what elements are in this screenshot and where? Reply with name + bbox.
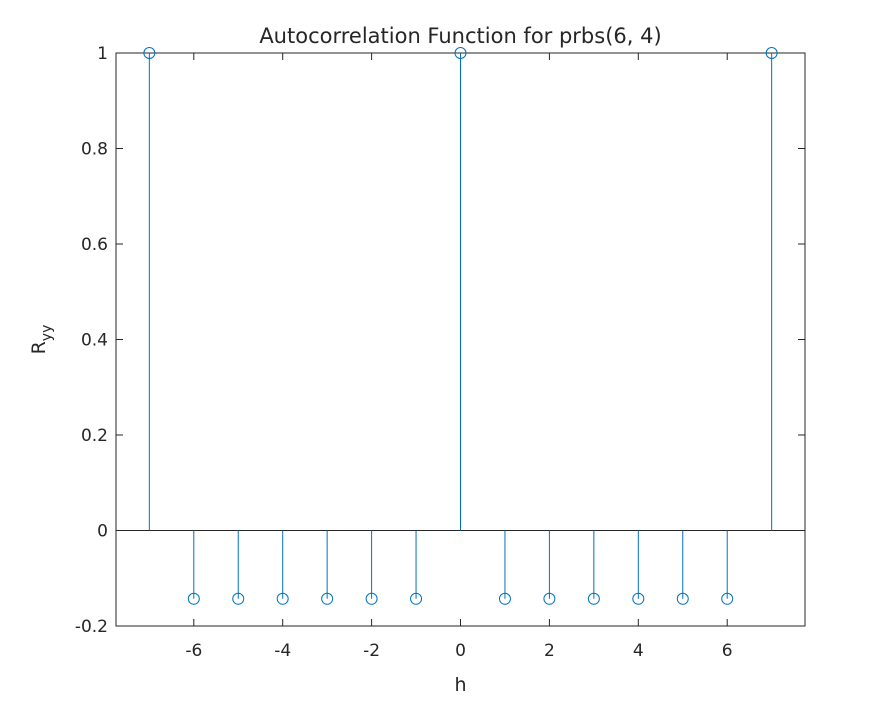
x-tick-label: 6 (722, 641, 733, 661)
y-tick-label: 0.8 (81, 140, 108, 160)
chart-title: Autocorrelation Function for prbs(6, 4) (259, 24, 661, 48)
stem-marker (143, 47, 156, 59)
stem-marker (765, 47, 778, 59)
stem-marker (232, 592, 245, 605)
stem-marker (410, 592, 423, 605)
y-axis: -0.2 0 0.2 0.4 0.6 0.8 1 (75, 44, 805, 637)
x-tick-label: 2 (544, 641, 555, 661)
x-tick-label: -6 (185, 641, 202, 661)
stem-marker (365, 592, 378, 605)
stem-marker (498, 592, 511, 605)
stem-marker (676, 592, 689, 605)
x-tick-label: -2 (363, 641, 380, 661)
stem-series (143, 47, 778, 605)
y-axis-label-subscript: yy (39, 325, 55, 342)
stem-marker (632, 592, 645, 605)
x-tick-label: 0 (455, 641, 466, 661)
y-tick-label: 0 (97, 522, 108, 542)
x-axis: -6 -4 -2 0 2 4 6 (185, 53, 733, 661)
stem-marker (321, 592, 334, 605)
y-axis-label: Ryy (28, 325, 55, 355)
stem-marker (454, 47, 467, 59)
x-tick-label: -4 (274, 641, 291, 661)
y-tick-label: 0.4 (81, 331, 108, 351)
stem-marker (187, 592, 200, 605)
stem-marker (587, 592, 600, 605)
y-tick-label: 1 (97, 44, 108, 64)
x-axis-label: h (454, 674, 466, 696)
y-axis-label-main: R (28, 341, 50, 354)
stem-marker (276, 592, 289, 605)
stem-marker (543, 592, 556, 605)
y-tick-label: 0.2 (81, 426, 108, 446)
x-tick-label: 4 (633, 641, 644, 661)
stem-marker (721, 592, 734, 605)
y-tick-label: 0.6 (81, 235, 108, 255)
y-tick-label: -0.2 (75, 617, 108, 637)
